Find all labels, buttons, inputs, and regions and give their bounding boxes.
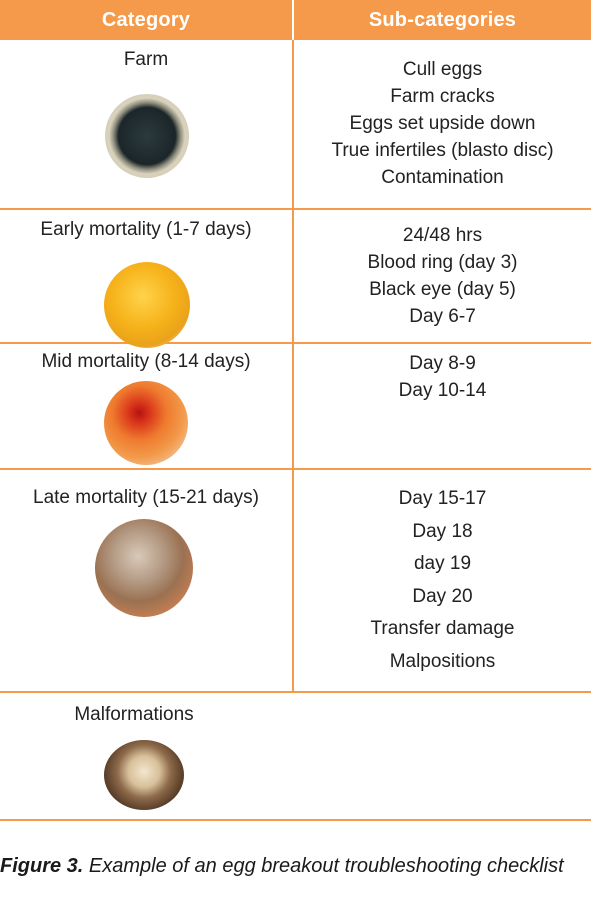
column-divider (292, 40, 294, 693)
subcategory-item: Eggs set upside down (349, 113, 536, 134)
subcategory-item: Day 20 (412, 585, 473, 607)
subcategory-item: Day 6-7 (409, 306, 476, 327)
subcategory-item: Blood ring (day 3) (367, 252, 518, 273)
mid-mortality-egg-photo (104, 381, 188, 465)
category-late-mortality: Late mortality (15-21 days) (33, 487, 259, 508)
subcategories-column-header: Sub-categories (292, 0, 591, 40)
subcategory-item: Day 8-9 (409, 353, 476, 374)
subcategory-list-early-mortality: 24/48 hrs Blood ring (day 3) Black eye (… (294, 222, 591, 330)
table-row-mid-mortality: Mid mortality (8-14 days) Day 8-9 Day 10… (0, 344, 591, 470)
category-farm: Farm (123, 49, 169, 70)
subcategory-item: 24/48 hrs (402, 225, 483, 246)
subcategory-item: Cull eggs (402, 59, 483, 80)
subcategory-item: Contamination (381, 167, 504, 188)
subcategory-item: Malpositions (389, 650, 496, 672)
table-row-farm: Farm Cull eggs Farm cracks Eggs set upsi… (0, 40, 591, 210)
subcategory-item: Day 10-14 (398, 380, 487, 401)
category-column-header: Category (101, 8, 191, 31)
table-header: Category Sub-categories (0, 0, 591, 40)
early-mortality-egg-photo (104, 262, 190, 348)
figure-label: Figure 3. (0, 855, 84, 877)
category-mid-mortality: Mid mortality (8-14 days) (41, 351, 251, 372)
subcategory-item: Black eye (day 5) (369, 279, 516, 300)
table-row-malformations: Malformations (0, 693, 591, 821)
category-early-mortality: Early mortality (1-7 days) (40, 219, 252, 240)
subcategory-item: Farm cracks (390, 86, 495, 107)
subcategory-list-mid-mortality: Day 8-9 Day 10-14 (294, 350, 591, 404)
subcategory-item: Day 15-17 (398, 488, 487, 509)
category-malformations: Malformations (74, 704, 194, 725)
malformations-egg-photo (104, 740, 184, 810)
subcategory-item: True infertiles (blasto disc) (331, 140, 554, 161)
table-row-late-mortality: Late mortality (15-21 days) Day 15-17 Da… (0, 470, 591, 693)
table-row-early-mortality: Early mortality (1-7 days) 24/48 hrs Blo… (0, 210, 591, 344)
farm-egg-photo (105, 94, 189, 178)
subcategory-list-farm: Cull eggs Farm cracks Eggs set upside do… (294, 56, 591, 191)
subcategory-item: Day 18 (412, 520, 473, 542)
figure-caption-text: Example of an egg breakout troubleshooti… (88, 855, 564, 877)
subcategory-item: Transfer damage (370, 618, 515, 639)
figure-caption: Figure 3. Example of an egg breakout tro… (0, 849, 591, 883)
late-mortality-egg-photo (95, 519, 193, 617)
subcategory-list-late-mortality: Day 15-17 Day 18 day 19 Day 20 Transfer … (294, 483, 591, 678)
subcategory-item: day 19 (413, 553, 472, 574)
